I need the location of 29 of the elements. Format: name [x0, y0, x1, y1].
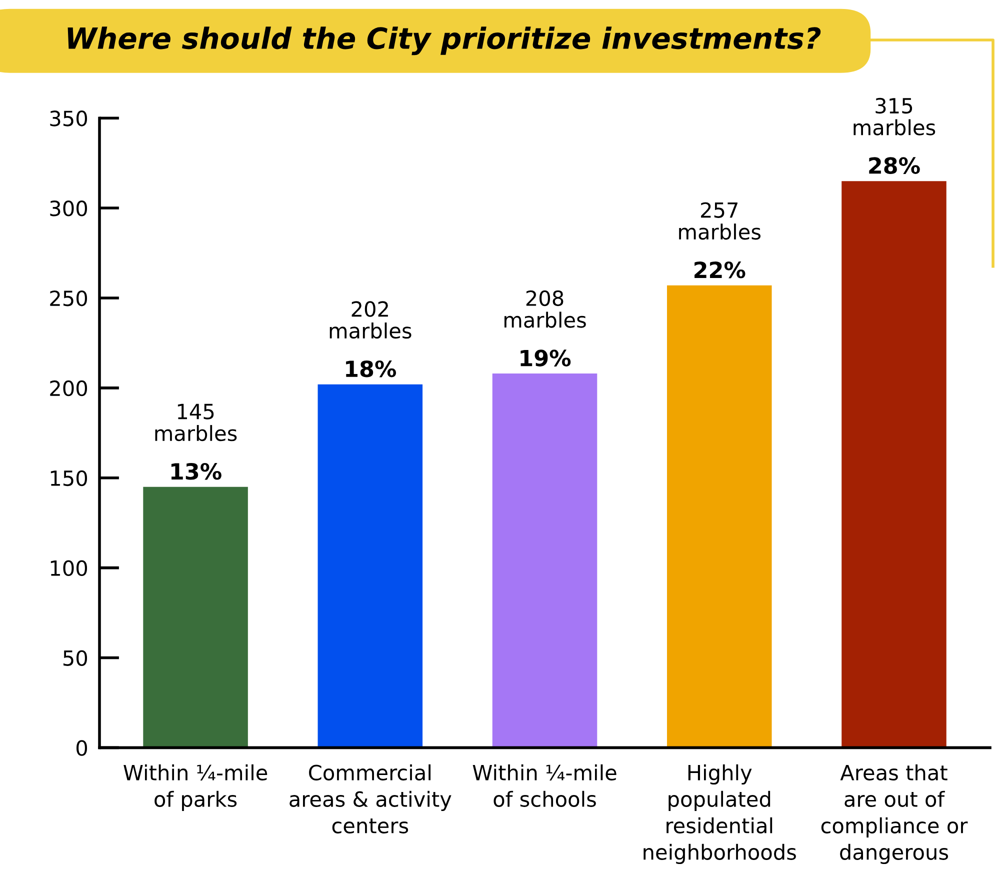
data-label: 145 marbles [155, 404, 237, 442]
bar [842, 181, 946, 748]
annotation: 22% [694, 262, 746, 278]
bar [143, 486, 248, 748]
annotation: 28% [869, 157, 920, 174]
annotation: 13% [171, 462, 222, 480]
x-tick-label: Within ¼-mile of schools [472, 764, 616, 807]
x-tick-label: Commercial areas & activity centers [290, 764, 452, 834]
data-label: 257 marbles [679, 202, 761, 240]
y-tick-label: 50 [63, 650, 88, 666]
y-tick-label: 0 [76, 740, 88, 756]
bar [318, 384, 423, 748]
data-label: 208 marbles [504, 290, 586, 328]
bar [666, 285, 772, 748]
annotation: 18% [346, 360, 396, 378]
x-tick-label: Highly populated residential neighborhoods [644, 764, 796, 864]
y-tick-label: 300 [50, 200, 88, 216]
x-tick-label: Within ¼-mile of parks [124, 764, 268, 812]
data-label: 202 marbles [330, 301, 412, 339]
x-tick-label: Areas that are out of compliance or dangerous [821, 764, 968, 864]
data-label: 315 marbles [854, 98, 936, 136]
bar [492, 374, 598, 748]
y-tick-label: 150 [50, 470, 88, 486]
annotation: 19% [520, 350, 571, 366]
y-tick-label: 100 [50, 560, 88, 576]
y-tick-label: 200 [50, 380, 88, 396]
chart-title: Where should the City prioritize investments? [68, 26, 821, 56]
y-tick-label: 350 [50, 110, 88, 126]
y-tick-label: 250 [50, 290, 88, 306]
